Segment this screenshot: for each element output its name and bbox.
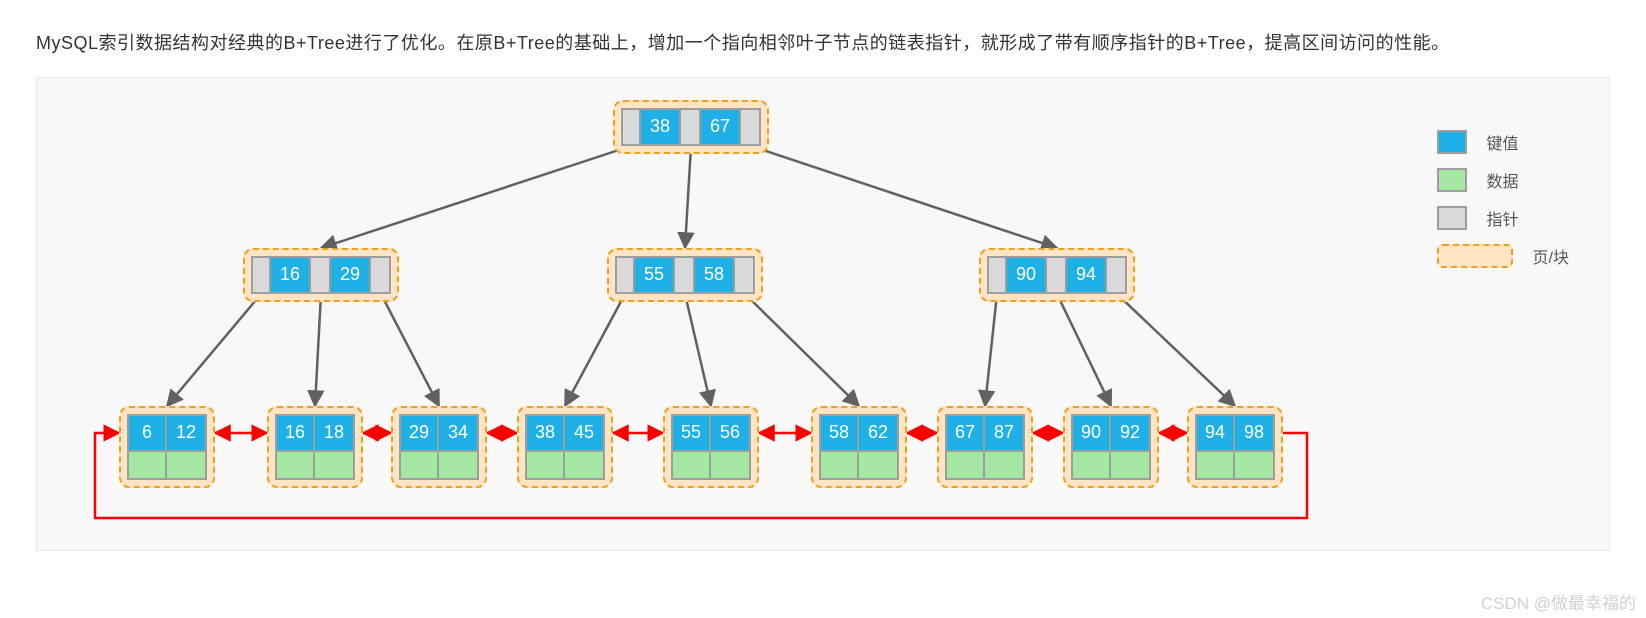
pointer-slot bbox=[1107, 256, 1127, 294]
legend-swatch-key bbox=[1437, 130, 1467, 154]
mid.1-slots: 55 58 bbox=[615, 256, 755, 294]
key-cell: 16 bbox=[271, 256, 311, 294]
pointer-slot bbox=[615, 256, 635, 294]
data-cell bbox=[1071, 452, 1111, 480]
key-cell: 92 bbox=[1111, 414, 1151, 452]
leaf-data-8 bbox=[1195, 452, 1275, 480]
legend-label: 数据 bbox=[1487, 168, 1519, 192]
bplus-tree-diagram: 键值数据指针页/块 386716295558909461216182934384… bbox=[36, 77, 1610, 551]
legend-swatch-ptr bbox=[1437, 206, 1467, 230]
legend-swatch-data bbox=[1437, 168, 1467, 192]
key-cell: 94 bbox=[1195, 414, 1235, 452]
leaf-keys-1: 1618 bbox=[275, 414, 355, 452]
leaf-keys-2: 2934 bbox=[399, 414, 479, 452]
data-cell bbox=[819, 452, 859, 480]
watermark: CSDN @做最幸福的 bbox=[1481, 589, 1636, 614]
data-cell bbox=[945, 452, 985, 480]
data-cell bbox=[985, 452, 1025, 480]
root-slots: 38 67 bbox=[621, 108, 761, 146]
data-cell bbox=[127, 452, 167, 480]
pointer-slot bbox=[741, 108, 761, 146]
pointer-slot bbox=[311, 256, 331, 294]
key-cell: 29 bbox=[331, 256, 371, 294]
legend-swatch-page bbox=[1437, 244, 1513, 268]
data-cell bbox=[1235, 452, 1275, 480]
legend-label: 指针 bbox=[1487, 206, 1519, 230]
leaf-keys-3: 3845 bbox=[525, 414, 605, 452]
leaf-data-2 bbox=[399, 452, 479, 480]
data-cell bbox=[167, 452, 207, 480]
pointer-slot bbox=[735, 256, 755, 294]
legend-row: 指针 bbox=[1437, 206, 1569, 230]
key-cell: 6 bbox=[127, 414, 167, 452]
key-cell: 29 bbox=[399, 414, 439, 452]
data-cell bbox=[565, 452, 605, 480]
legend: 键值数据指针页/块 bbox=[1437, 130, 1569, 282]
key-cell: 87 bbox=[985, 414, 1025, 452]
data-cell bbox=[859, 452, 899, 480]
leaf-keys-4: 5556 bbox=[671, 414, 751, 452]
mid.2-slots: 90 94 bbox=[987, 256, 1127, 294]
pointer-slot bbox=[681, 108, 701, 146]
leaf-data-3 bbox=[525, 452, 605, 480]
leaf-data-6 bbox=[945, 452, 1025, 480]
data-cell bbox=[1195, 452, 1235, 480]
legend-row: 页/块 bbox=[1437, 244, 1569, 268]
leaf-data-0 bbox=[127, 452, 207, 480]
data-cell bbox=[315, 452, 355, 480]
pointer-slot bbox=[371, 256, 391, 294]
key-cell: 58 bbox=[695, 256, 735, 294]
key-cell: 67 bbox=[945, 414, 985, 452]
leaf-keys-8: 9498 bbox=[1195, 414, 1275, 452]
key-cell: 45 bbox=[565, 414, 605, 452]
key-cell: 62 bbox=[859, 414, 899, 452]
data-cell bbox=[275, 452, 315, 480]
legend-row: 键值 bbox=[1437, 130, 1569, 154]
key-cell: 94 bbox=[1067, 256, 1107, 294]
pointer-slot bbox=[251, 256, 271, 294]
data-cell bbox=[525, 452, 565, 480]
key-cell: 58 bbox=[819, 414, 859, 452]
leaf-data-1 bbox=[275, 452, 355, 480]
key-cell: 67 bbox=[701, 108, 741, 146]
data-cell bbox=[711, 452, 751, 480]
leaf-keys-0: 612 bbox=[127, 414, 207, 452]
key-cell: 38 bbox=[525, 414, 565, 452]
data-cell bbox=[671, 452, 711, 480]
leaf-data-7 bbox=[1071, 452, 1151, 480]
intro-paragraph: MySQL索引数据结构对经典的B+Tree进行了优化。在原B+Tree的基础上，… bbox=[36, 20, 1610, 67]
legend-label: 页/块 bbox=[1533, 244, 1569, 268]
leaf-data-4 bbox=[671, 452, 751, 480]
leaf-keys-6: 6787 bbox=[945, 414, 1025, 452]
key-cell: 38 bbox=[641, 108, 681, 146]
key-cell: 55 bbox=[671, 414, 711, 452]
key-cell: 34 bbox=[439, 414, 479, 452]
pointer-slot bbox=[1047, 256, 1067, 294]
key-cell: 98 bbox=[1235, 414, 1275, 452]
key-cell: 55 bbox=[635, 256, 675, 294]
key-cell: 12 bbox=[167, 414, 207, 452]
legend-row: 数据 bbox=[1437, 168, 1569, 192]
key-cell: 56 bbox=[711, 414, 751, 452]
leaf-keys-5: 5862 bbox=[819, 414, 899, 452]
mid.0-slots: 1629 bbox=[251, 256, 391, 294]
leaf-keys-7: 9092 bbox=[1071, 414, 1151, 452]
key-cell: 16 bbox=[275, 414, 315, 452]
key-cell: 90 bbox=[1007, 256, 1047, 294]
pointer-slot bbox=[987, 256, 1007, 294]
data-cell bbox=[439, 452, 479, 480]
key-cell: 90 bbox=[1071, 414, 1111, 452]
data-cell bbox=[1111, 452, 1151, 480]
pointer-slot bbox=[621, 108, 641, 146]
data-cell bbox=[399, 452, 439, 480]
pointer-slot bbox=[675, 256, 695, 294]
leaf-data-5 bbox=[819, 452, 899, 480]
key-cell: 18 bbox=[315, 414, 355, 452]
legend-label: 键值 bbox=[1487, 130, 1519, 154]
